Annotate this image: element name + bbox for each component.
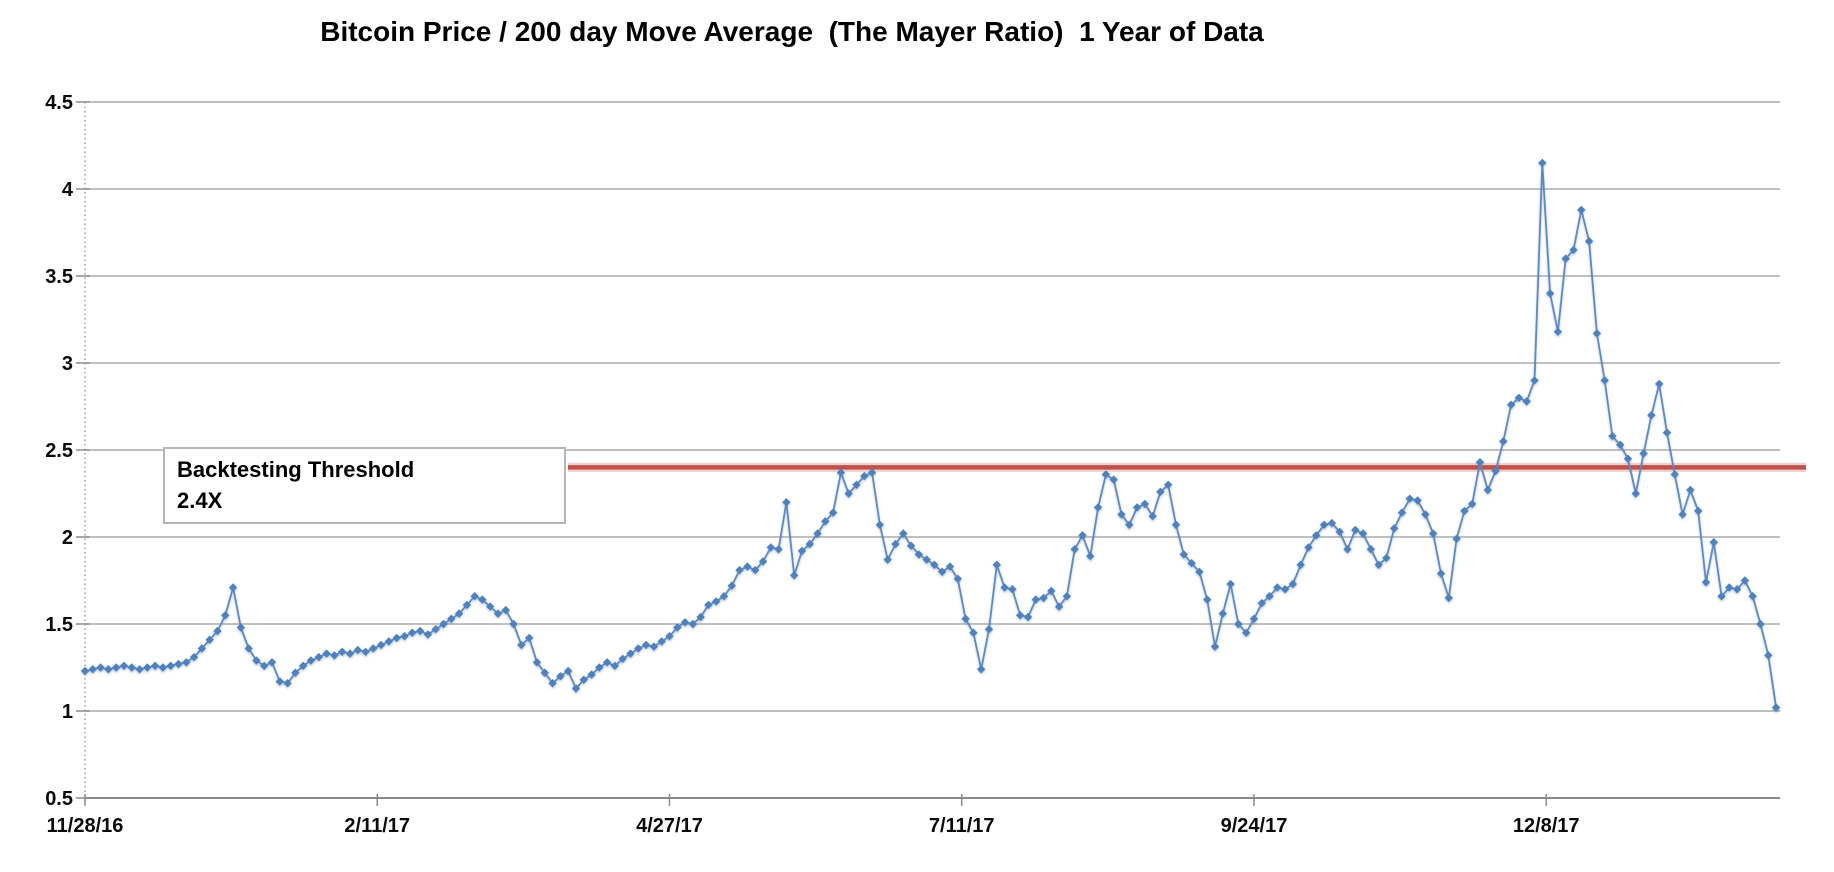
y-tick-label: 2.5 <box>45 440 73 462</box>
y-tick-label: 3.5 <box>45 266 73 288</box>
x-tick-label: 2/11/17 <box>344 815 410 837</box>
y-tick-label: 1 <box>62 701 73 723</box>
x-tick-label: 11/28/16 <box>47 815 124 837</box>
x-tick-label: 12/8/17 <box>1513 815 1580 837</box>
y-tick-label: 2 <box>62 527 73 549</box>
data-point-markers <box>80 158 1781 712</box>
y-tick-label: 0.5 <box>45 788 73 810</box>
threshold-value: 2.4X <box>177 488 223 513</box>
x-tick-label: 7/11/17 <box>929 815 995 837</box>
chart-title: Bitcoin Price / 200 day Move Average (Th… <box>320 16 1264 47</box>
threshold-annotation-box: Backtesting Threshold 2.4X <box>163 447 566 524</box>
y-tick-label: 3 <box>62 353 73 375</box>
x-tick-label: 4/27/17 <box>636 815 703 837</box>
x-tick-label: 9/24/17 <box>1221 815 1288 837</box>
threshold-label: Backtesting Threshold <box>177 457 415 482</box>
y-tick-label: 1.5 <box>45 614 73 636</box>
mayer-ratio-series <box>80 158 1781 712</box>
y-tick-label: 4 <box>62 179 74 201</box>
series-line <box>84 161 1777 708</box>
y-tick-label: 4.5 <box>45 92 73 114</box>
